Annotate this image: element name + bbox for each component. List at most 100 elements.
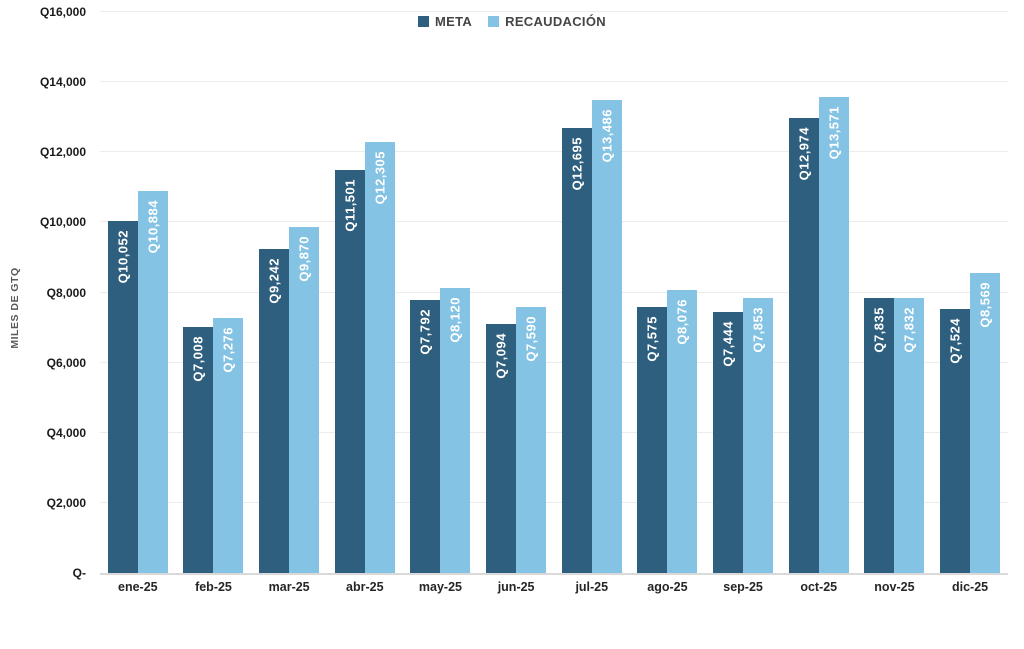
bar-meta: Q11,501 — [334, 169, 365, 573]
y-tick-label: Q8,000 — [46, 285, 86, 300]
gridline — [100, 361, 1008, 363]
bar-value-label: Q9,870 — [296, 235, 312, 282]
bar-meta: Q7,094 — [486, 324, 517, 573]
bar-value-label: Q7,835 — [871, 307, 887, 353]
bar-value-label: Q11,501 — [342, 178, 358, 232]
bar-meta: Q7,444 — [713, 312, 744, 573]
x-tick-label: feb-25 — [195, 580, 232, 594]
bar-group: Q12,695 Q13,486 — [561, 12, 622, 573]
x-tick-label: oct-25 — [800, 580, 838, 594]
bar-meta: Q7,524 — [940, 309, 971, 573]
bar-value-label: Q7,094 — [493, 333, 509, 379]
bar-meta: Q7,008 — [183, 327, 214, 573]
legend-swatch-meta — [418, 16, 430, 27]
x-tick-label: dic-25 — [951, 580, 989, 594]
bar-value-label: Q10,052 — [115, 229, 131, 283]
x-tick-label: mar-25 — [268, 580, 310, 594]
bar-recaudacion: Q7,832 — [894, 298, 925, 573]
bar-group: Q12,974 Q13,571 — [788, 12, 849, 573]
gridline — [100, 221, 1008, 223]
bar-value-label: Q10,884 — [145, 200, 161, 254]
bar-meta: Q12,695 — [561, 127, 592, 573]
bar-value-label: Q13,486 — [599, 109, 615, 163]
bar-group: Q10,052 Q10,884 — [107, 12, 168, 573]
bar-group: Q7,094 Q7,590 — [486, 12, 547, 573]
legend-swatch-recaudacion — [488, 16, 500, 27]
bar-group: Q7,835 Q7,832 — [864, 12, 925, 573]
bar-value-label: Q12,305 — [372, 150, 388, 204]
bar-recaudacion: Q13,571 — [818, 97, 849, 573]
x-tick-label: ago-25 — [647, 580, 688, 594]
legend-item-recaudacion: RECAUDACIÓN — [488, 14, 606, 29]
y-tick-label: Q2,000 — [46, 495, 86, 510]
bar-value-label: Q7,590 — [523, 315, 539, 362]
legend: META RECAUDACIÓN — [0, 14, 1024, 29]
bar-value-label: Q7,832 — [901, 307, 917, 354]
bar-meta: Q7,835 — [864, 298, 895, 573]
bar-meta: Q7,792 — [410, 299, 441, 573]
y-tick-label: Q12,000 — [39, 145, 86, 160]
bar-group: Q7,575 Q8,076 — [637, 12, 698, 573]
bar-recaudacion: Q13,486 — [591, 100, 622, 573]
gridline — [100, 11, 1008, 12]
x-tick-label: nov-25 — [874, 580, 915, 594]
bar-value-label: Q12,695 — [569, 136, 585, 191]
gridline — [100, 431, 1008, 433]
bar-meta: Q12,974 — [788, 118, 819, 573]
bar-value-label: Q7,276 — [220, 326, 236, 373]
bar-group: Q7,444 Q7,853 — [713, 12, 774, 573]
gridline — [100, 501, 1008, 503]
bar-value-label: Q7,444 — [720, 321, 736, 367]
bar-meta: Q10,052 — [107, 220, 138, 573]
bar-recaudacion: Q7,853 — [743, 297, 774, 573]
bar-value-label: Q7,524 — [947, 318, 963, 364]
bar-value-label: Q7,853 — [750, 306, 766, 353]
y-tick-label: Q14,000 — [39, 75, 86, 90]
bar-recaudacion: Q9,870 — [289, 226, 320, 573]
bar-group: Q11,501 Q12,305 — [334, 12, 395, 573]
x-tick-label: may-25 — [418, 580, 462, 594]
x-tick-label: abr-25 — [346, 580, 384, 594]
gridline — [100, 291, 1008, 293]
bar-value-label: Q9,242 — [266, 257, 282, 304]
gridline — [100, 81, 1008, 83]
bar-group: Q7,524 Q8,569 — [940, 12, 1001, 573]
x-tick-label: jul-25 — [575, 580, 609, 594]
bar-value-label: Q7,792 — [417, 308, 433, 355]
y-tick-label: Q16,000 — [39, 5, 86, 19]
bar-value-label: Q13,571 — [826, 106, 842, 160]
legend-item-meta: META — [418, 14, 472, 29]
x-axis: ene-25 feb-25 mar-25 abr-25 may-25 jun-25 jul-… — [100, 580, 1008, 594]
legend-label-recaudacion: RECAUDACIÓN — [505, 14, 606, 29]
bar-group: Q7,792 Q8,120 — [410, 12, 471, 573]
y-tick-label: Q10,000 — [39, 215, 86, 230]
x-tick-label: jun-25 — [497, 580, 535, 594]
bar-meta: Q7,575 — [637, 307, 668, 573]
bar-value-label: Q8,569 — [977, 281, 993, 328]
bar-value-label: Q7,008 — [190, 336, 206, 382]
x-tick-label: ene-25 — [118, 580, 158, 594]
y-axis: Q- Q2,000 Q4,000 Q6,000 Q8,000 Q10,000 Q12,000… — [0, 5, 94, 580]
bar-recaudacion: Q8,569 — [970, 272, 1001, 573]
bar-group: Q9,242 Q9,870 — [259, 12, 320, 573]
bar-recaudacion: Q8,076 — [667, 289, 698, 573]
bar-recaudacion: Q8,120 — [440, 288, 471, 573]
bar-recaudacion: Q7,590 — [516, 306, 547, 573]
bar-value-label: Q8,120 — [447, 297, 463, 343]
bar-recaudacion: Q7,276 — [213, 317, 244, 573]
bar-recaudacion: Q12,305 — [364, 141, 395, 573]
bar-value-label: Q8,076 — [674, 298, 690, 345]
y-tick-label: Q- — [72, 566, 86, 580]
bar-value-label: Q12,974 — [796, 127, 812, 181]
gridline — [100, 151, 1008, 153]
x-tick-label: sep-25 — [723, 580, 763, 594]
y-tick-label: Q6,000 — [46, 355, 86, 370]
y-tick-label: Q4,000 — [46, 425, 86, 440]
plot-area: Q10,052 Q10,884 Q7,008 Q7,276 Q9,242 Q9,870 Q1… — [100, 11, 1008, 575]
bar-recaudacion: Q10,884 — [137, 191, 168, 573]
bar-meta: Q9,242 — [259, 248, 290, 573]
legend-label-meta: META — [435, 14, 473, 29]
bar-value-label: Q7,575 — [644, 316, 660, 363]
bar-group: Q7,008 Q7,276 — [183, 12, 244, 573]
